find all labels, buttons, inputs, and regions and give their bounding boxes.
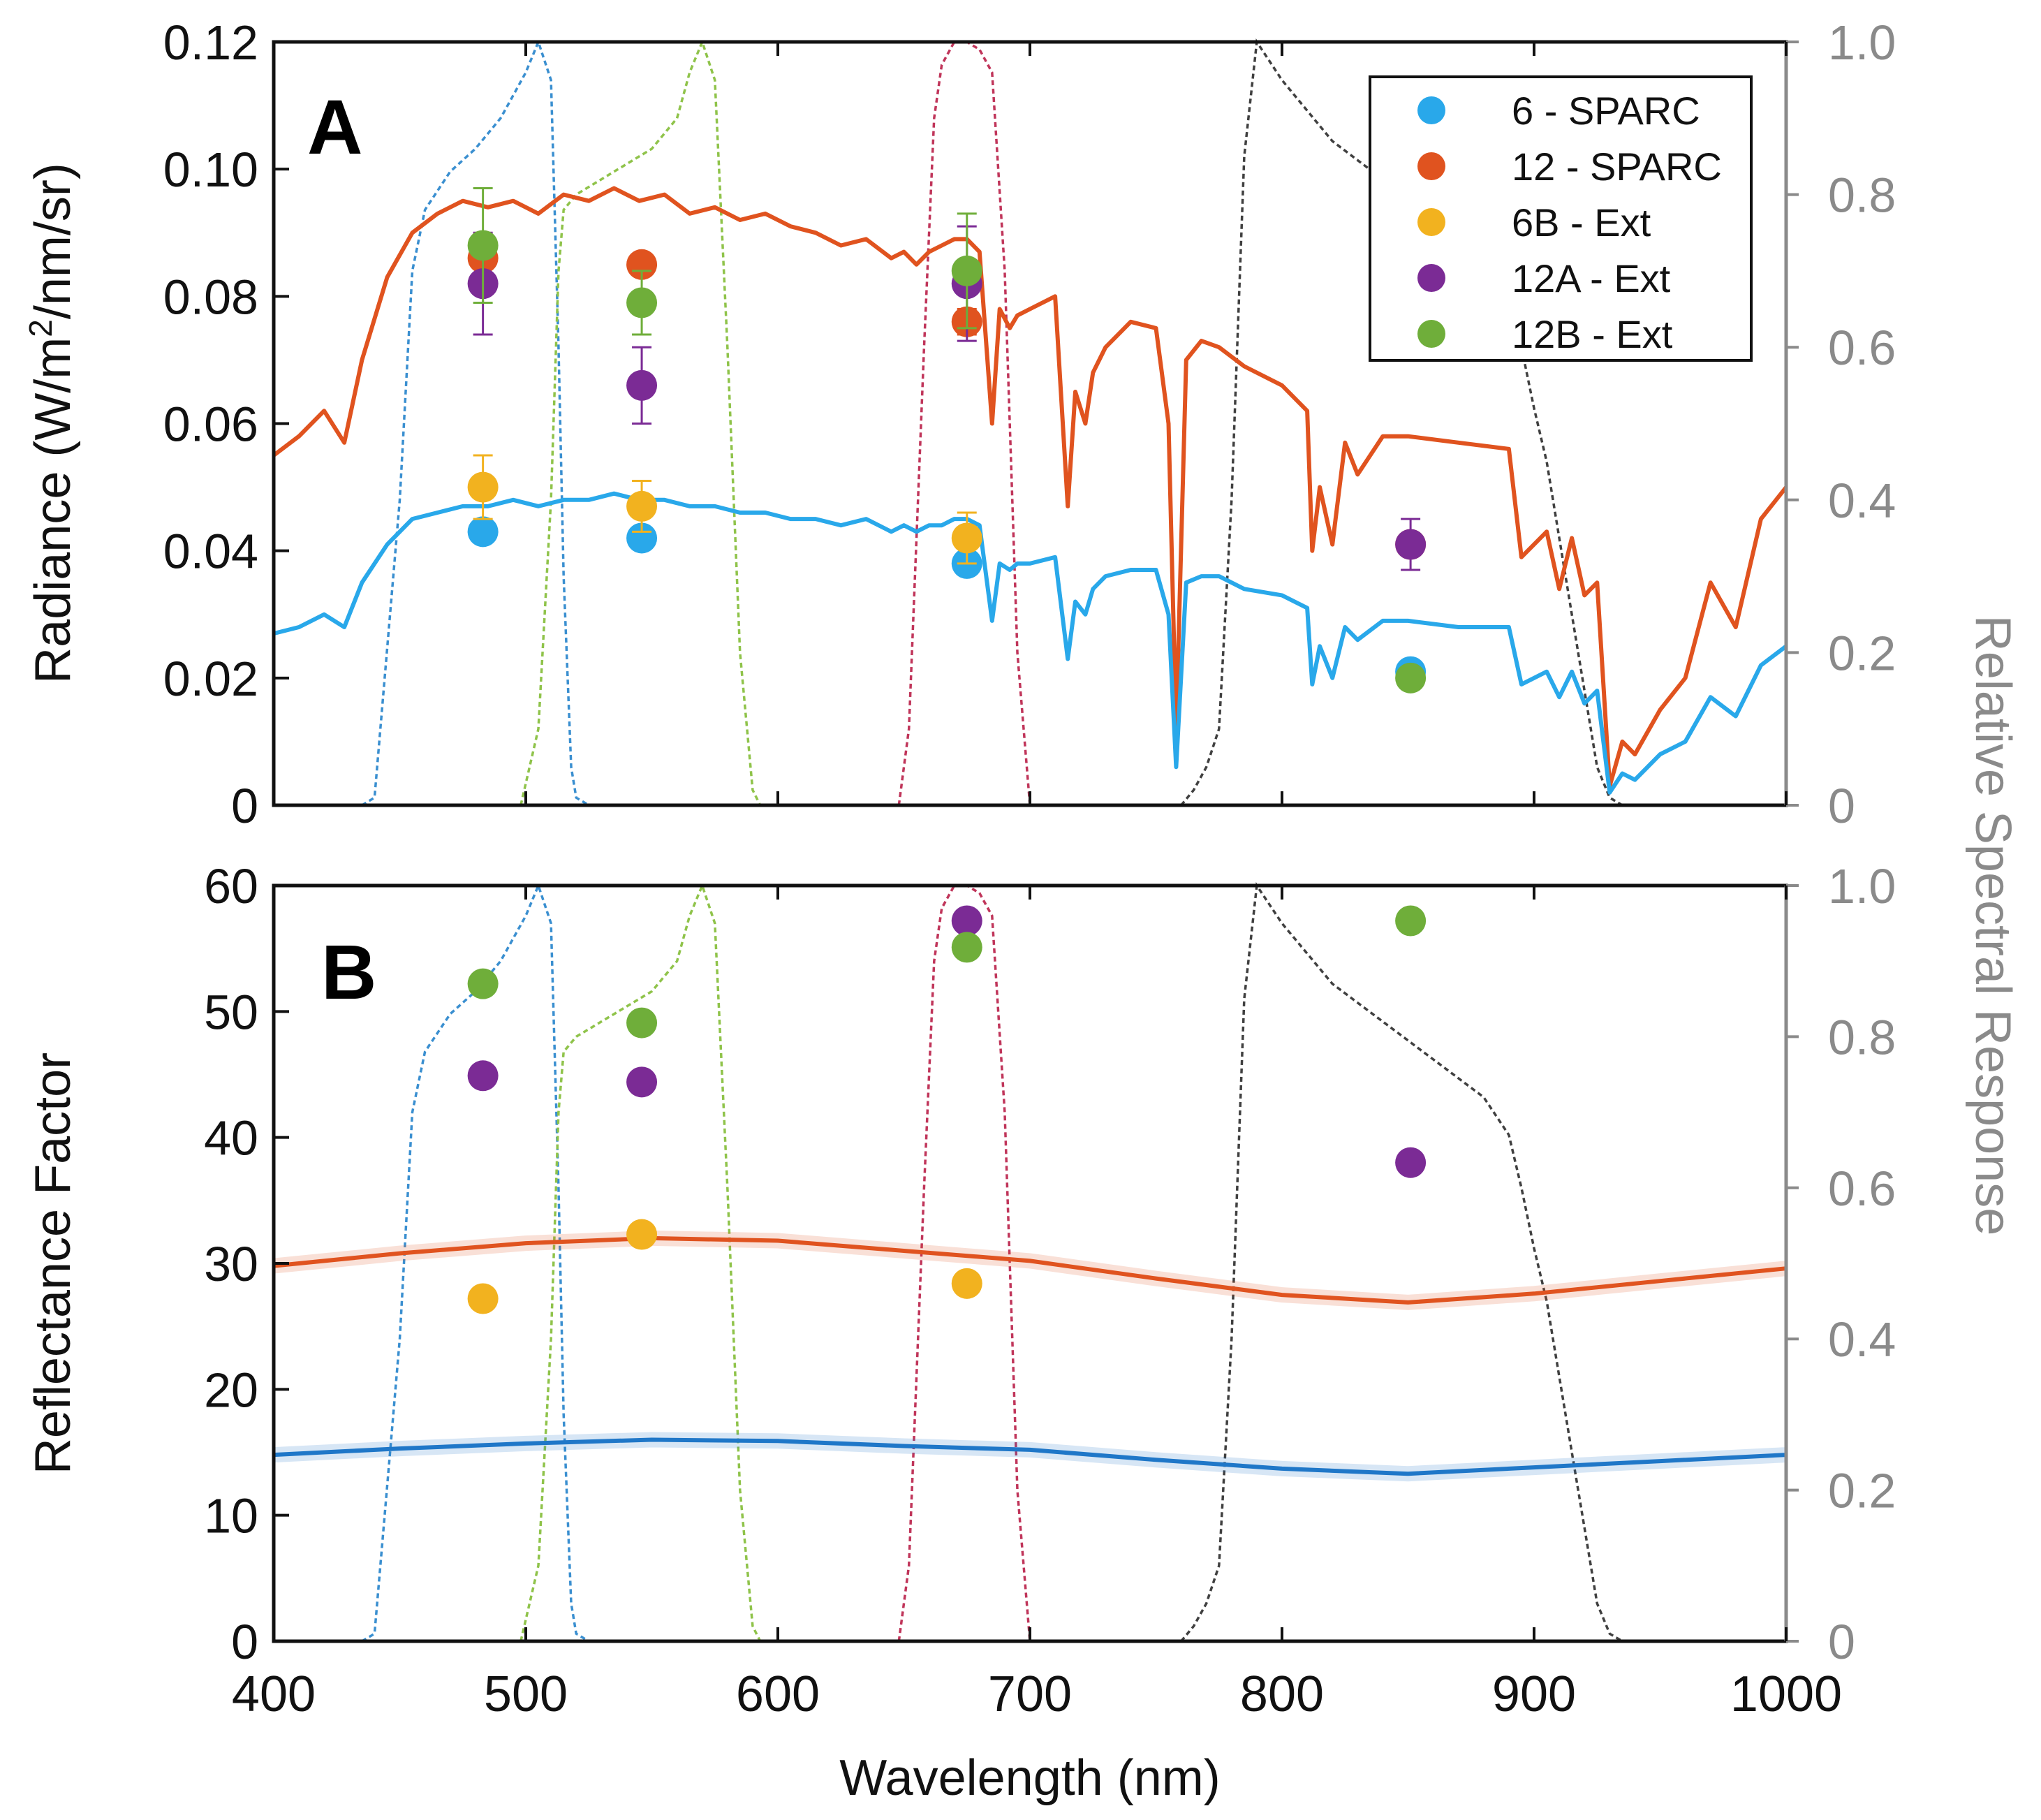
y-tick-label: 0.10 (163, 142, 258, 197)
data-point (1395, 1147, 1427, 1178)
legend-marker (1417, 208, 1445, 236)
right-tick-label: 0.8 (1828, 1010, 1896, 1064)
right-tick-label: 1.0 (1828, 15, 1896, 70)
right-tick-label: 1.0 (1828, 859, 1896, 913)
data-point (467, 471, 499, 503)
legend-marker (1417, 152, 1445, 180)
spectral-response-blue (361, 882, 627, 1643)
y-tick-label: 30 (204, 1237, 258, 1291)
data-point (467, 1060, 499, 1092)
right-tick-label: 0.4 (1828, 474, 1896, 528)
legend-label: 12 - SPARC (1512, 145, 1722, 189)
legend-label: 6B - Ext (1512, 200, 1651, 244)
right-tick-label: 0.8 (1828, 168, 1896, 223)
data-point (626, 369, 658, 401)
panel-b-y-axis-title: Reflectance Factor (25, 1052, 81, 1474)
y-tick-label: 0.12 (163, 15, 258, 70)
y-tick-label: 0.08 (163, 270, 258, 324)
right-tick-label: 0.6 (1828, 321, 1896, 375)
y-tick-label: 40 (204, 1111, 258, 1166)
panel-a: 0 0.02 0.04 0.06 0.08 0.10 0.12 0 0.2 0.4 0.6 0.8 1.… (22, 15, 1896, 833)
right-tick-label: 0 (1828, 779, 1855, 833)
right-axis-title: Relative Spectral Response (1965, 615, 2021, 1235)
panel-b-label: B (321, 930, 376, 1015)
legend-marker (1417, 96, 1445, 124)
legend-label: 12B - Ext (1512, 312, 1673, 356)
data-point (626, 287, 658, 318)
panel-a-label: A (307, 85, 362, 170)
right-tick-label: 0.4 (1828, 1312, 1896, 1367)
data-point (1395, 662, 1427, 693)
x-axis-title: Wavelength (nm) (839, 1750, 1221, 1806)
data-point (1395, 529, 1427, 560)
data-point (626, 1219, 658, 1250)
data-point (467, 968, 499, 999)
data-point (951, 932, 982, 963)
data-point (951, 255, 982, 286)
x-tick-label: 500 (484, 1666, 568, 1722)
spectral-response-green (520, 38, 762, 806)
panel-a-measurement-points (467, 186, 1427, 693)
data-point (626, 249, 658, 280)
legend-marker (1417, 264, 1445, 292)
series-line-6-sparc (273, 1437, 1787, 1476)
x-tick-label: 900 (1492, 1666, 1576, 1722)
panel-b-measurement-points (467, 905, 1427, 1314)
y-tick-label: 0 (231, 779, 258, 833)
y-tick-label: 60 (204, 859, 258, 913)
y-tick-label: 0.02 (163, 652, 258, 706)
data-point (467, 230, 499, 261)
y-tick-label: 0.04 (163, 524, 258, 579)
data-point (626, 1066, 658, 1098)
data-point (626, 522, 658, 554)
right-tick-label: 0.6 (1828, 1161, 1896, 1216)
x-tick-label: 1000 (1730, 1666, 1842, 1722)
data-point (1395, 905, 1427, 937)
legend-label: 12A - Ext (1512, 256, 1671, 300)
data-point (626, 490, 658, 522)
data-point (951, 1268, 982, 1299)
right-tick-label: 0 (1828, 1615, 1855, 1669)
legend-marker (1417, 320, 1445, 348)
legend: 6 - SPARC 12 - SPARC 6B - Ext 12A - Ext 12B … (1369, 75, 1753, 362)
panel-a-axes: 0 0.02 0.04 0.06 0.08 0.10 0.12 0 0.2 0.4 0.6 0.8 1.… (163, 15, 1896, 833)
series-line-6-sparc (273, 491, 1788, 795)
panel-a-radiance-lines (272, 186, 1788, 795)
data-point (467, 1283, 499, 1314)
x-tick-label: 600 (736, 1666, 820, 1722)
legend-items: 6 - SPARC 12 - SPARC 6B - Ext 12A - Ext 12B … (1417, 89, 1722, 356)
y-tick-label: 0 (231, 1615, 258, 1669)
data-point (951, 522, 982, 554)
x-tick-label: 400 (232, 1666, 316, 1722)
x-tick-label: 800 (1240, 1666, 1324, 1722)
x-tick-label: 700 (988, 1666, 1072, 1722)
series-line-12-sparc (273, 1235, 1787, 1305)
spectral-response-green (520, 882, 762, 1642)
right-tick-label: 0.2 (1828, 626, 1896, 680)
y-tick-label: 10 (204, 1489, 258, 1543)
panel-a-y-axis-title: Radiance (W/m2/nm/sr) (22, 163, 81, 684)
data-point (467, 516, 499, 548)
data-point (626, 1007, 658, 1039)
y-tick-label: 0.06 (163, 397, 258, 452)
spectral-response-nir (1180, 882, 1623, 1643)
y-tick-label: 20 (204, 1363, 258, 1417)
series-line-12-sparc (272, 186, 1788, 788)
y-tick-label: 50 (204, 985, 258, 1039)
right-tick-label: 0.2 (1828, 1464, 1896, 1518)
data-point (951, 905, 982, 937)
spectral-response-blue (361, 38, 627, 807)
panel-b-reflectance-lines (272, 1230, 1788, 1482)
legend-label: 6 - SPARC (1512, 89, 1700, 133)
